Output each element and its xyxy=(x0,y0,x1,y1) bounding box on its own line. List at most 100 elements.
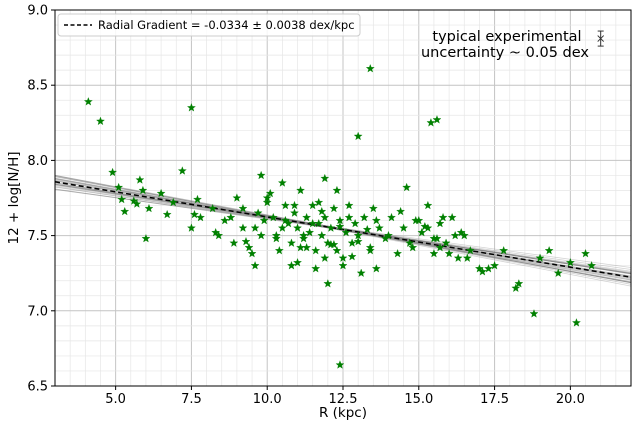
data-point xyxy=(423,223,433,232)
data-point xyxy=(277,223,287,232)
data-point xyxy=(256,170,266,180)
data-point xyxy=(311,246,321,255)
data-point xyxy=(277,178,287,187)
data-point xyxy=(529,309,539,318)
data-point xyxy=(299,233,308,243)
data-point xyxy=(187,223,196,232)
data-point xyxy=(374,223,384,232)
data-point xyxy=(302,243,312,252)
data-point xyxy=(114,182,124,192)
data-point xyxy=(387,212,396,222)
data-point xyxy=(193,194,202,204)
x-tick-label: 17.5 xyxy=(480,392,509,407)
data-point xyxy=(281,215,290,225)
data-point xyxy=(511,283,521,292)
data-point xyxy=(120,206,130,216)
data-point xyxy=(108,167,117,177)
bootstrap-line xyxy=(54,180,632,277)
data-point xyxy=(335,221,345,231)
data-point xyxy=(399,223,409,232)
data-point xyxy=(456,227,466,237)
data-point xyxy=(332,246,342,255)
x-tick-label: 10.0 xyxy=(253,392,282,407)
data-point xyxy=(314,197,324,207)
data-point xyxy=(250,261,260,270)
data-point xyxy=(368,203,378,213)
x-tick-label: 20.0 xyxy=(556,392,585,407)
data-point xyxy=(417,227,427,237)
data-point xyxy=(441,238,451,247)
data-point xyxy=(308,200,318,210)
data-point xyxy=(553,268,563,277)
annotation-line-2: uncertainty ~ 0.05 dex xyxy=(421,45,589,61)
data-point xyxy=(462,253,472,262)
fit-line xyxy=(54,181,632,278)
data-point xyxy=(444,249,454,258)
data-point xyxy=(229,238,239,247)
data-point xyxy=(490,261,499,270)
data-point xyxy=(365,64,375,73)
data-point xyxy=(220,215,230,225)
data-point xyxy=(499,246,509,255)
data-point xyxy=(371,215,381,225)
data-point xyxy=(250,223,260,232)
data-point xyxy=(308,218,318,228)
data-point xyxy=(344,200,354,210)
data-point xyxy=(132,199,142,208)
data-point xyxy=(329,239,339,249)
data-point xyxy=(317,206,327,216)
data-point xyxy=(244,243,254,252)
data-point xyxy=(347,238,357,247)
data-point xyxy=(408,243,418,252)
bootstrap-line xyxy=(54,178,632,283)
data-point xyxy=(208,203,218,213)
data-point xyxy=(117,194,127,204)
data-point xyxy=(572,318,581,327)
data-point xyxy=(162,209,172,219)
data-point xyxy=(320,173,330,183)
data-point xyxy=(302,212,312,222)
legend-box xyxy=(57,13,361,37)
x-tick-label: 12.5 xyxy=(329,392,358,407)
data-point xyxy=(232,193,242,202)
errorbar-marker xyxy=(597,35,605,42)
data-point xyxy=(426,118,436,127)
data-point xyxy=(320,212,330,222)
data-point xyxy=(478,267,487,276)
annotation-line-1: typical experimental xyxy=(432,29,581,45)
data-point xyxy=(226,212,236,222)
data-point xyxy=(268,212,278,222)
data-point xyxy=(168,197,178,207)
data-point xyxy=(83,97,93,106)
data-point xyxy=(141,233,151,243)
data-point xyxy=(329,203,339,213)
data-point xyxy=(299,230,308,240)
data-point xyxy=(544,246,554,255)
data-point xyxy=(432,115,442,124)
data-point xyxy=(259,215,269,225)
example-errorbar xyxy=(597,30,605,47)
data-point xyxy=(290,208,299,217)
data-point xyxy=(435,243,445,252)
data-point xyxy=(335,360,345,369)
data-point xyxy=(281,200,290,210)
x-tick-label: 15.0 xyxy=(404,392,433,407)
data-point xyxy=(323,279,333,288)
data-point xyxy=(405,238,415,247)
data-point xyxy=(156,188,166,198)
data-point xyxy=(293,258,302,267)
legend: Radial Gradient = -0.0334 ± 0.0038 dex/k… xyxy=(57,13,361,37)
data-point xyxy=(287,261,296,270)
data-point xyxy=(138,185,148,195)
bootstrap-line xyxy=(54,177,632,283)
data-point xyxy=(247,249,257,258)
data-point xyxy=(435,218,445,228)
data-point xyxy=(450,230,460,240)
bootstrap-line xyxy=(54,189,632,268)
data-point xyxy=(384,230,393,240)
data-point xyxy=(484,264,493,273)
data-point xyxy=(326,223,336,232)
data-points xyxy=(83,64,596,369)
data-point xyxy=(190,209,199,219)
data-point xyxy=(414,215,424,225)
